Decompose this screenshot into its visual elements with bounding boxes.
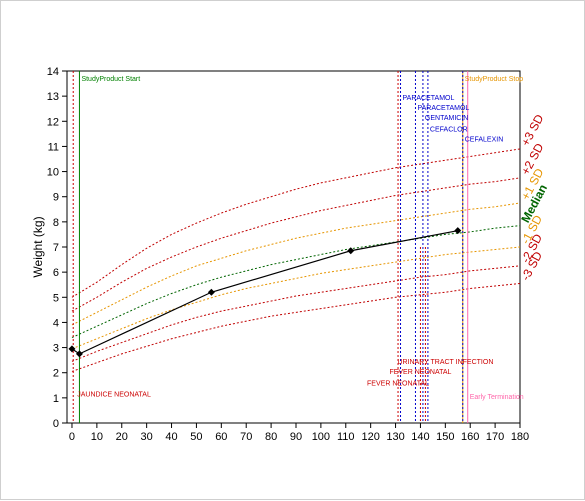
marker-label: Early Termination [470,394,524,401]
reference-curve-5 [71,265,521,362]
y-tick-label: 1 [53,393,59,405]
y-tick-label: 10 [47,167,59,179]
patient-weight-point [207,288,215,296]
x-tick-label: 110 [337,431,355,443]
marker-label: StudyProduct Stop [465,76,523,83]
x-tick-label: 70 [240,431,252,443]
medication-label: CEFALEXIN [465,136,504,143]
medication-label: GENTAMICIN [425,115,468,122]
x-tick-label: 10 [91,431,103,443]
x-tick-label: 40 [165,431,177,443]
x-tick-label: 30 [141,431,153,443]
y-tick-label: 14 [47,66,59,78]
y-tick-label: 13 [47,91,59,103]
event-label: JAUNDICE NEONATAL [77,392,151,399]
x-tick-label: 100 [312,431,330,443]
y-tick-label: 0 [53,418,59,430]
patient-weight-point [75,350,83,358]
y-tick-label: 7 [53,242,59,254]
event-label: FEVER NEONATAL [367,380,429,387]
reference-curve-3 [71,225,521,338]
y-tick-label: 12 [47,116,59,128]
y-tick-label: 8 [53,217,59,229]
event-label: FEVER NEONATAL [389,369,451,376]
y-axis-title: Weight (kg) [31,216,45,277]
y-tick-label: 3 [53,343,59,355]
x-tick-label: 130 [386,431,404,443]
medication-label: PARACETAMOL [417,105,469,112]
patient-weight-point [454,227,462,235]
x-tick-label: 50 [190,431,202,443]
medication-label: CEFACLOR [430,126,468,133]
plot-area [66,70,521,424]
x-tick-label: 160 [461,431,479,443]
x-tick-label: 120 [361,431,379,443]
x-tick-label: 140 [411,431,429,443]
reference-curve-4 [71,246,521,350]
patient-weight-point [68,345,76,353]
x-tick-label: 60 [215,431,227,443]
x-tick-label: 90 [290,431,302,443]
y-tick-label: 11 [48,141,59,153]
marker-label: StudyProduct Start [81,76,140,83]
x-tick-label: 170 [486,431,504,443]
reference-curve-6 [71,282,521,372]
y-tick-label: 4 [53,317,59,329]
reference-curve-1 [71,177,521,312]
x-tick-label: 20 [116,431,128,443]
x-tick-label: 180 [511,431,529,443]
reference-curves [71,148,521,372]
y-tick-label: 5 [53,292,59,304]
patient-weight-point [347,247,355,255]
y-tick-label: 9 [53,192,59,204]
y-tick-label: 6 [53,267,59,279]
patient-series [68,227,462,358]
y-tick-label: 2 [53,368,59,380]
axes: 0 10 20 30 40 50 60 70 80 90 100 110 120 130 140 150 160… [47,66,529,443]
plot-border [66,70,521,424]
x-tick-label: 0 [69,431,75,443]
vertical-lines [72,71,469,423]
x-tick-label: 150 [436,431,454,443]
reference-curve-0 [71,148,521,298]
x-tick-label: 80 [265,431,277,443]
medication-label: PARACETAMOL [403,95,455,102]
reference-curve-2 [71,202,521,326]
event-label: URINARY TRACT INFECTION [397,359,493,366]
